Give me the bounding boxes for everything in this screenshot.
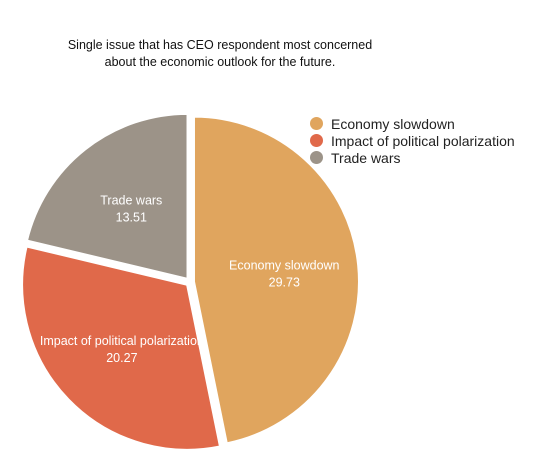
legend-swatch-political-polarization xyxy=(310,134,323,147)
legend-item-economy-slowdown[interactable]: Economy slowdown xyxy=(310,115,515,132)
legend-label-economy-slowdown: Economy slowdown xyxy=(331,115,455,132)
chart-title: Single issue that has CEO respondent mos… xyxy=(40,37,400,71)
slice-value-trade-wars: 13.51 xyxy=(116,211,147,225)
pie-slice-economy-slowdown[interactable] xyxy=(192,115,360,445)
pie-slice-trade-wars[interactable] xyxy=(25,112,189,281)
slice-value-political-polarization: 20.27 xyxy=(106,351,137,365)
pie-slice-political-polarization[interactable] xyxy=(21,245,222,451)
slice-label-trade-wars: Trade wars xyxy=(100,194,162,208)
legend-swatch-economy-slowdown xyxy=(310,117,323,130)
chart-legend: Economy slowdown Impact of political pol… xyxy=(310,115,515,166)
chart-title-line-2: about the economic outlook for the futur… xyxy=(104,55,336,69)
legend-item-trade-wars[interactable]: Trade wars xyxy=(310,149,515,166)
chart-title-line-1: Single issue that has CEO respondent mos… xyxy=(67,38,373,52)
legend-item-political-polarization[interactable]: Impact of political polarization xyxy=(310,132,515,149)
legend-label-trade-wars: Trade wars xyxy=(331,149,401,166)
legend-swatch-trade-wars xyxy=(310,151,323,164)
legend-label-political-polarization: Impact of political polarization xyxy=(331,132,515,149)
slice-label-economy-slowdown: Economy slowdown xyxy=(229,259,340,273)
slice-label-political-polarization: Impact of political polarization xyxy=(40,334,204,348)
slice-value-economy-slowdown: 29.73 xyxy=(269,276,300,290)
